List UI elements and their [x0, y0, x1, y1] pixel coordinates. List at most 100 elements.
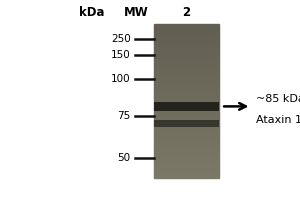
Bar — [154, 174, 219, 175]
Bar — [154, 67, 219, 68]
Bar — [154, 117, 219, 118]
Bar — [154, 125, 219, 126]
Bar — [154, 24, 219, 25]
Bar — [154, 84, 219, 85]
Text: 100: 100 — [111, 74, 130, 84]
Bar — [154, 152, 219, 153]
Bar — [154, 142, 219, 143]
Bar — [154, 85, 219, 86]
Bar — [154, 110, 219, 111]
Bar — [154, 155, 219, 156]
Bar — [154, 46, 219, 47]
Bar — [154, 151, 219, 152]
Bar — [154, 72, 219, 73]
Bar — [154, 100, 219, 101]
Bar — [154, 105, 219, 106]
Bar — [154, 36, 219, 37]
Bar — [154, 75, 219, 76]
Bar — [154, 83, 219, 84]
Bar — [154, 73, 219, 74]
Bar — [154, 39, 219, 40]
Bar — [154, 79, 219, 80]
Bar — [154, 119, 219, 120]
Bar — [154, 77, 219, 78]
Bar — [154, 113, 219, 114]
Bar — [154, 121, 219, 122]
Bar — [154, 64, 219, 65]
Bar — [154, 56, 219, 57]
Bar — [154, 35, 219, 36]
Bar — [154, 149, 219, 150]
Bar — [154, 76, 219, 77]
Text: Ataxin 1: Ataxin 1 — [256, 115, 300, 125]
Text: 50: 50 — [117, 153, 130, 163]
Bar — [154, 90, 219, 91]
Bar — [154, 139, 219, 140]
Bar — [154, 136, 219, 137]
Bar — [154, 120, 219, 127]
Bar — [154, 26, 219, 27]
Bar — [154, 126, 219, 127]
Bar — [154, 159, 219, 160]
Bar — [154, 40, 219, 41]
Bar — [154, 114, 219, 115]
Bar — [154, 122, 219, 123]
Bar — [154, 165, 219, 166]
Bar — [154, 41, 219, 42]
Bar — [154, 48, 219, 49]
Bar — [154, 175, 219, 176]
Bar — [154, 87, 219, 88]
Bar — [154, 44, 219, 45]
Bar — [154, 129, 219, 130]
Bar — [154, 57, 219, 58]
Bar — [154, 132, 219, 133]
Bar — [154, 29, 219, 30]
Bar — [154, 164, 219, 165]
Bar — [154, 95, 219, 96]
Bar — [154, 91, 219, 92]
Bar — [154, 51, 219, 52]
Bar — [154, 169, 219, 170]
Bar — [154, 108, 219, 109]
Bar — [154, 82, 219, 83]
Text: 250: 250 — [111, 34, 130, 44]
Bar — [154, 157, 219, 158]
Bar — [154, 124, 219, 125]
Bar — [154, 141, 219, 142]
Text: MW: MW — [124, 6, 148, 19]
Bar — [154, 123, 219, 124]
Bar — [154, 78, 219, 79]
Bar — [154, 52, 219, 53]
Bar — [154, 168, 219, 169]
Bar — [154, 28, 219, 29]
Bar — [154, 112, 219, 113]
Text: 150: 150 — [111, 50, 130, 60]
Bar — [154, 92, 219, 93]
Bar — [154, 156, 219, 157]
Bar — [154, 102, 219, 111]
Bar — [154, 89, 219, 90]
Bar — [154, 38, 219, 39]
Bar — [154, 143, 219, 144]
Bar — [154, 69, 219, 70]
Bar — [154, 130, 219, 131]
Bar — [154, 150, 219, 151]
Bar — [154, 53, 219, 54]
Bar — [154, 118, 219, 119]
Bar — [154, 94, 219, 95]
Bar — [154, 50, 219, 51]
Bar — [154, 71, 219, 72]
Bar — [154, 138, 219, 139]
Bar — [154, 54, 219, 55]
Bar — [154, 88, 219, 89]
Bar — [154, 153, 219, 154]
Bar — [154, 34, 219, 35]
Bar — [154, 163, 219, 164]
Bar — [154, 27, 219, 28]
Bar — [154, 144, 219, 145]
Bar — [154, 62, 219, 63]
Bar — [154, 68, 219, 69]
Bar — [154, 177, 219, 178]
Bar — [154, 25, 219, 26]
Bar — [154, 127, 219, 128]
